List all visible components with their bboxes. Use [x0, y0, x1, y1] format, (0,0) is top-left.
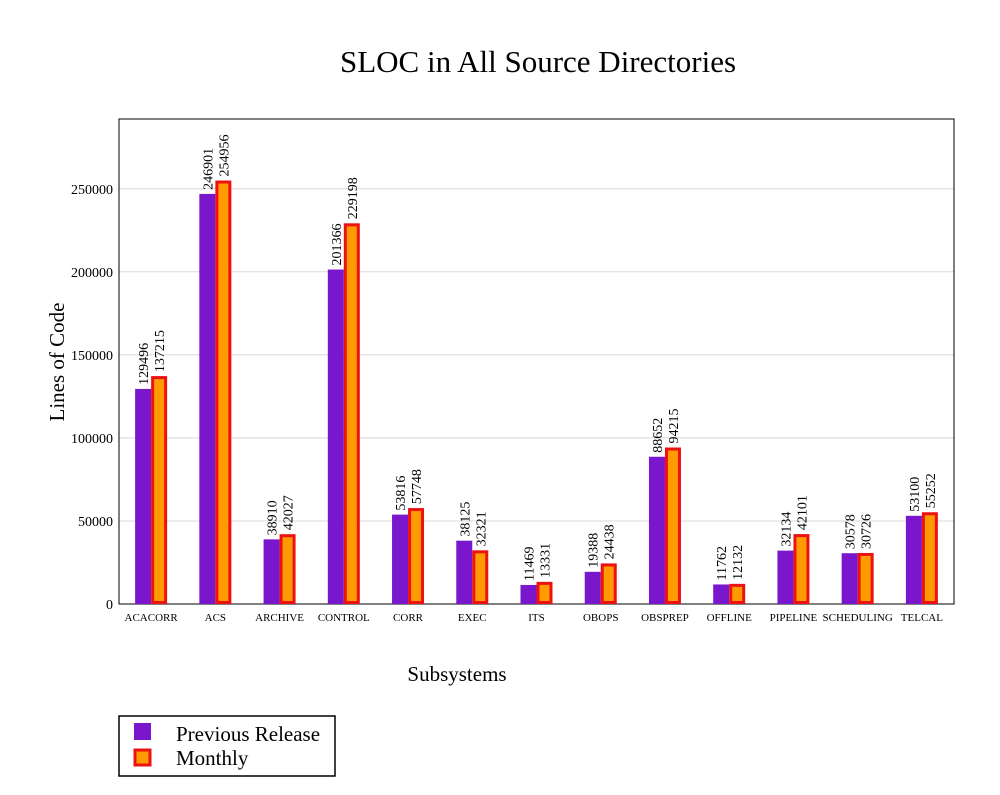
- gridlines: [119, 188, 954, 522]
- bar-monthly-pipeline: [793, 534, 810, 604]
- data-label-previous-release-corr: 53816: [394, 476, 409, 511]
- data-label-previous-release-acacorr: 129496: [137, 343, 152, 385]
- bar-previous-release-pipeline: [777, 550, 794, 604]
- bar-previous-release-obops: [584, 571, 601, 604]
- legend-label-previous-release: Previous Release: [176, 722, 320, 746]
- x-tick-label-obsprep: OBSPREP: [641, 612, 689, 624]
- x-axis-ticks: ACACORR ACS ARCHIVE CONTROL CORR EXEC ITS OBOPS…: [125, 612, 944, 624]
- legend-swatch-monthly: [133, 748, 152, 767]
- data-label-monthly-offline: 12132: [731, 545, 746, 580]
- x-tick-label-corr: CORR: [393, 612, 424, 624]
- y-tick-label: 100000: [71, 432, 113, 447]
- data-label-previous-release-obsprep: 88652: [651, 418, 666, 453]
- bar-monthly-control: [343, 223, 360, 604]
- data-label-monthly-corr: 57748: [410, 469, 425, 504]
- x-tick-label-control: CONTROL: [318, 612, 370, 624]
- bar-monthly-acacorr: [151, 376, 168, 604]
- y-tick-label: 200000: [71, 266, 113, 281]
- data-label-previous-release-archive: 38910: [266, 500, 281, 535]
- x-tick-label-telcal: TELCAL: [901, 612, 943, 624]
- y-axis-label: Lines of Code: [45, 303, 69, 422]
- data-label-monthly-obsprep: 94215: [667, 409, 682, 444]
- data-label-monthly-exec: 32321: [474, 511, 489, 546]
- y-tick-label: 250000: [71, 183, 113, 198]
- data-label-monthly-acacorr: 137215: [153, 330, 168, 372]
- data-label-previous-release-scheduling: 30578: [844, 514, 859, 549]
- bar-monthly-exec: [472, 550, 489, 605]
- legend-frame: [118, 715, 336, 777]
- bar-monthly-scheduling: [857, 552, 874, 605]
- bar-previous-release-its: [520, 584, 537, 604]
- x-tick-label-exec: EXEC: [458, 612, 487, 624]
- plot-area-frame: [118, 118, 955, 605]
- legend-label-monthly: Monthly: [176, 746, 249, 770]
- bars: [135, 180, 938, 605]
- bar-monthly-acs: [215, 180, 232, 604]
- bar-previous-release-scheduling: [841, 553, 858, 604]
- data-label-monthly-obops: 24438: [603, 524, 618, 559]
- bar-monthly-offline: [729, 583, 746, 604]
- data-label-previous-release-acs: 246901: [201, 148, 216, 190]
- x-tick-label-acacorr: ACACORR: [125, 612, 179, 624]
- bar-monthly-its: [536, 581, 553, 604]
- legend-swatch-previous-release: [134, 723, 151, 740]
- x-tick-label-acs: ACS: [205, 612, 226, 624]
- data-label-monthly-scheduling: 30726: [860, 514, 875, 549]
- data-label-monthly-pipeline: 42101: [795, 495, 810, 530]
- data-label-monthly-control: 229198: [346, 177, 361, 219]
- y-tick-label: 150000: [71, 349, 113, 364]
- bar-previous-release-acs: [199, 193, 216, 604]
- data-label-previous-release-offline: 11762: [715, 546, 730, 580]
- data-label-monthly-telcal: 55252: [924, 473, 939, 508]
- data-label-previous-release-its: 11469: [523, 546, 538, 580]
- chart-title: SLOC in All Source Directories: [340, 44, 736, 79]
- data-label-previous-release-control: 201366: [330, 224, 345, 266]
- data-label-previous-release-telcal: 53100: [908, 477, 923, 512]
- x-tick-label-obops: OBOPS: [583, 612, 618, 624]
- y-tick-label: 50000: [78, 515, 113, 530]
- data-label-monthly-acs: 254956: [217, 135, 232, 177]
- x-axis-label: Subsystems: [407, 662, 506, 686]
- x-tick-label-scheduling: SCHEDULING: [823, 612, 893, 624]
- y-axis-ticks: 0 50000 100000 150000 200000 250000: [71, 183, 113, 613]
- bar-monthly-telcal: [921, 512, 938, 604]
- bar-previous-release-corr: [392, 514, 409, 604]
- bar-monthly-archive: [279, 534, 296, 605]
- data-label-monthly-archive: 42027: [282, 495, 297, 530]
- bar-monthly-corr: [408, 508, 425, 604]
- bar-previous-release-offline: [713, 584, 730, 604]
- bar-previous-release-acacorr: [135, 388, 152, 604]
- x-tick-label-offline: OFFLINE: [707, 612, 753, 624]
- data-label-previous-release-obops: 19388: [587, 533, 602, 568]
- bar-previous-release-exec: [456, 540, 473, 604]
- data-label-monthly-its: 13331: [539, 543, 554, 578]
- bar-monthly-obsprep: [664, 447, 681, 604]
- bar-previous-release-telcal: [905, 515, 922, 604]
- bar-previous-release-archive: [263, 539, 280, 604]
- data-labels: 129496 137215 246901 254956 38910 42027 201366…: [137, 135, 939, 581]
- x-tick-label-its: ITS: [528, 612, 545, 624]
- bar-previous-release-control: [327, 269, 344, 604]
- bar-previous-release-obsprep: [648, 456, 665, 604]
- x-tick-label-pipeline: PIPELINE: [770, 612, 818, 624]
- data-label-previous-release-exec: 38125: [458, 502, 473, 537]
- x-tick-label-archive: ARCHIVE: [255, 612, 304, 624]
- bar-monthly-obops: [600, 563, 617, 604]
- legend: Previous Release Monthly: [118, 715, 336, 777]
- y-tick-label: 0: [106, 598, 113, 613]
- data-label-previous-release-pipeline: 32134: [779, 512, 794, 547]
